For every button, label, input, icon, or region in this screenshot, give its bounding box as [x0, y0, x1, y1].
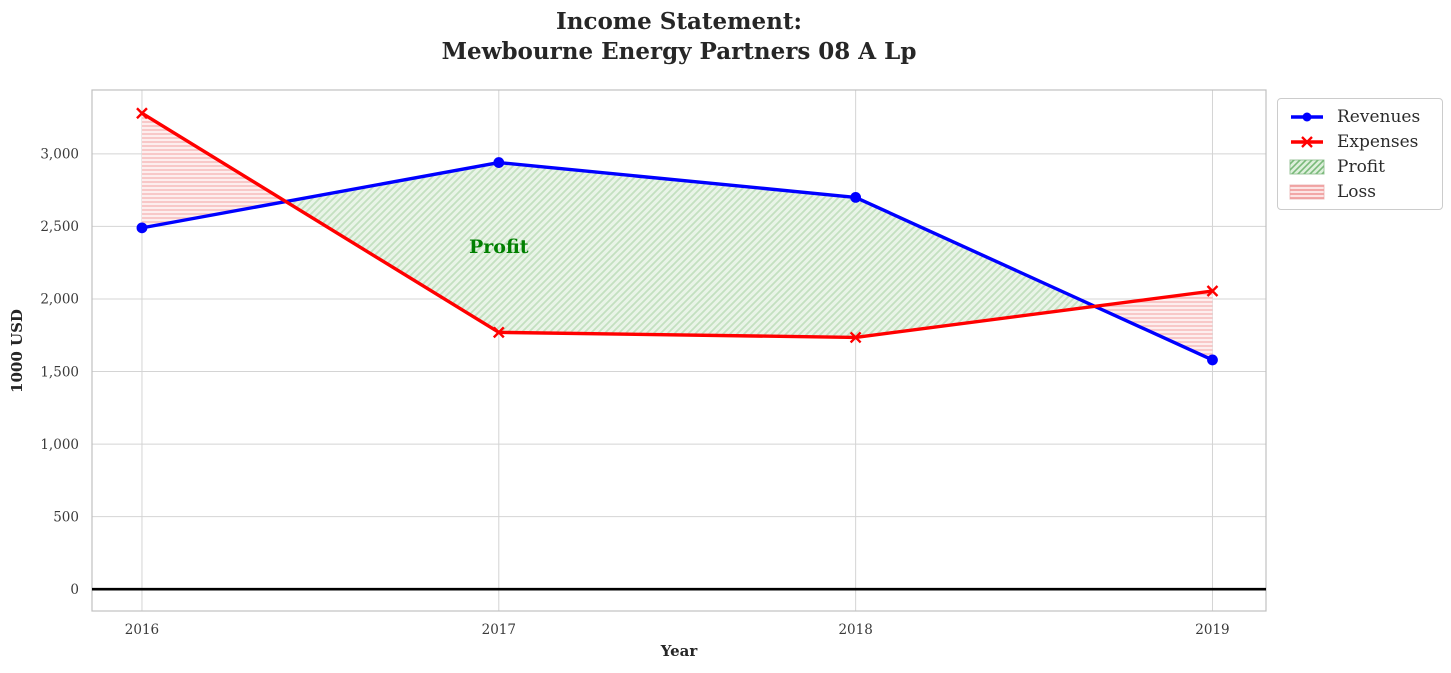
expenses-line-swatch-icon — [1291, 135, 1323, 148]
y-tick-label: 1,500 — [40, 364, 79, 380]
revenues-circle-marker-icon — [493, 157, 505, 168]
plot-border — [91, 89, 1267, 612]
revenues-circle-marker-icon — [1207, 354, 1218, 366]
x-axis-label: Year — [660, 642, 698, 660]
x-tick-label: 2018 — [838, 622, 872, 638]
legend-item-revenues: Revenues — [1278, 104, 1442, 129]
revenues-circle-marker-icon — [136, 222, 148, 234]
legend-item-expenses: Expenses — [1278, 129, 1442, 154]
expenses-x-marker-icon — [136, 107, 148, 120]
y-tick-label: 3,000 — [40, 147, 79, 163]
chart-title: Income Statement: Mewbourne Energy Partn… — [441, 8, 917, 65]
loss-area-hatch — [1094, 290, 1213, 360]
legend-label-loss: Loss — [1337, 181, 1376, 202]
x-tick-label: 2019 — [1195, 622, 1229, 638]
legend-item-profit: Profit — [1278, 154, 1442, 179]
x-tick-label: 2016 — [125, 622, 159, 638]
loss-patch-swatch-icon — [1289, 184, 1325, 199]
expenses-x-marker-icon — [492, 326, 505, 339]
y-tick-label: 1,000 — [40, 437, 79, 453]
revenues-swatch-circle-marker-icon — [1302, 112, 1312, 121]
y-tick-label: 2,500 — [40, 219, 79, 235]
legend-label-profit: Profit — [1337, 156, 1385, 177]
legend-label-revenues: Revenues — [1337, 106, 1421, 127]
expenses-x-marker-icon — [849, 331, 862, 344]
y-tick-label: 0 — [70, 582, 79, 598]
x-tick-label: 2017 — [482, 622, 516, 638]
legend-label-expenses: Expenses — [1337, 131, 1419, 152]
profit-patch-swatch-icon — [1289, 159, 1325, 174]
loss-area-hatch — [141, 113, 286, 228]
profit-area-hatch — [285, 162, 1095, 338]
profit-area-label: Profit — [469, 235, 529, 258]
y-tick-label: 500 — [53, 509, 79, 525]
revenues-line — [141, 160, 1214, 362]
loss-swatch-hatch — [1290, 184, 1324, 199]
legend: Revenues Expenses Profit Loss — [1277, 98, 1443, 210]
legend-item-loss: Loss — [1278, 179, 1442, 204]
expenses-line — [141, 111, 1213, 340]
expenses-x-marker-icon — [1206, 285, 1219, 297]
expenses-swatch-x-marker-icon — [1301, 135, 1313, 148]
profit-swatch-hatch — [1290, 159, 1324, 174]
revenues-circle-marker-icon — [850, 191, 862, 203]
revenues-line-swatch-icon — [1291, 112, 1323, 121]
y-tick-label: 2,000 — [40, 292, 79, 308]
